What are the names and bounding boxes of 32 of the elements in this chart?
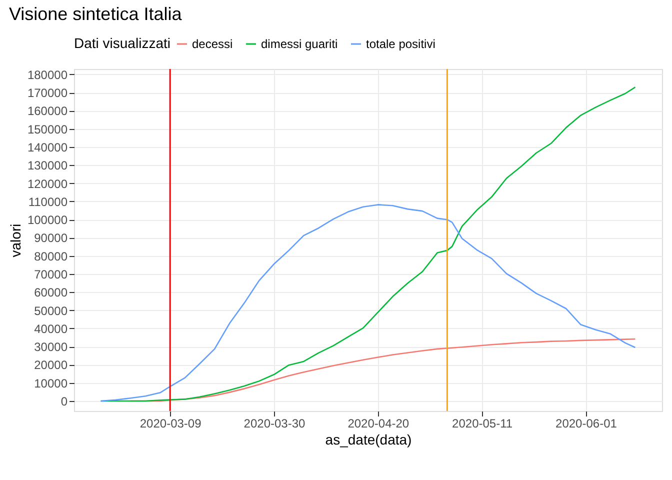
x-tick-label: 2020-05-11 [452, 416, 513, 430]
line-series [100, 204, 636, 402]
y-tick-label: 20000 [34, 358, 68, 372]
x-tick-label: 2020-03-09 [140, 416, 202, 430]
y-tick-label: 30000 [34, 340, 68, 354]
legend-label: decessi [192, 37, 233, 51]
legend-label: dimessi guariti [261, 37, 338, 51]
x-tick-label: 2020-06-01 [556, 416, 618, 430]
y-tick-label: 140000 [27, 140, 68, 155]
y-tick-label: 100000 [27, 213, 68, 228]
y-tick-label: 60000 [34, 286, 68, 300]
y-tick-label: 70000 [34, 268, 68, 282]
y-tick-label: 90000 [34, 231, 68, 246]
y-tick-label: 40000 [34, 322, 68, 336]
y-tick-label: 0 [60, 394, 68, 409]
x-tick-label: 2020-03-30 [244, 416, 306, 430]
y-axis-title: valori [7, 224, 24, 258]
x-tick-label: 2020-04-20 [348, 416, 410, 430]
y-tick-label: 170000 [27, 86, 68, 100]
y-tick-label: 120000 [27, 176, 68, 191]
y-tick-label: 80000 [34, 249, 68, 264]
y-tick-label: 110000 [28, 194, 68, 209]
chart-title: Visione sintetica Italia [8, 4, 183, 24]
y-tick-label: 150000 [27, 122, 68, 136]
y-tick-label: 10000 [34, 376, 68, 390]
legend-label: totale positivi [366, 37, 436, 51]
legend-title: Dati visualizzati [74, 35, 170, 51]
y-tick-label: 180000 [27, 68, 68, 82]
y-tick-label: 160000 [27, 104, 68, 118]
x-axis-title: as_date(data) [325, 432, 412, 448]
y-tick-label: 130000 [27, 158, 68, 173]
y-tick-label: 50000 [34, 304, 68, 318]
